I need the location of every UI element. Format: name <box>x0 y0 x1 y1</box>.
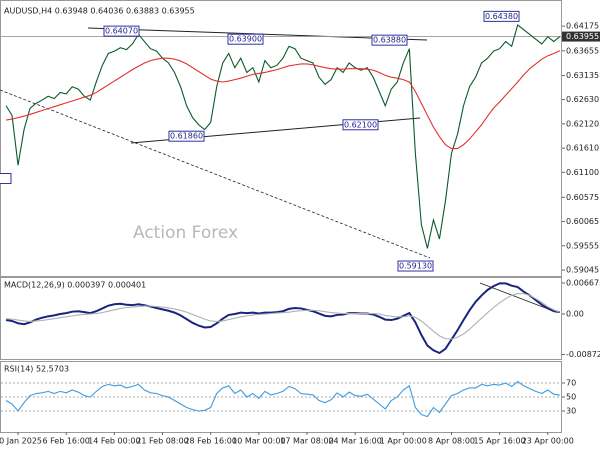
annotation-label: 0.61860 <box>170 132 203 141</box>
x-tick-label: 17 Mar 08:00 <box>280 437 333 446</box>
y-tick-label: 70 <box>566 379 576 388</box>
y-tick-label: 0.64175 <box>566 22 599 31</box>
y-tick-label: 0.61100 <box>566 168 599 177</box>
annotation-label: 0.64380 <box>485 12 518 21</box>
panel-title: MACD(12,26,9) 0.000397 0.000401 <box>4 281 146 290</box>
series-line <box>5 293 561 340</box>
annotation-label: 0.63900 <box>229 35 262 44</box>
x-tick-label: 10 Mar 00:00 <box>232 437 285 446</box>
x-tick-label: 1 Apr 00:00 <box>380 437 427 446</box>
y-tick-label: 0.006675 <box>566 278 600 287</box>
y-tick-label: 30 <box>566 407 576 416</box>
panel-title: AUDUSD,H4 0.63948 0.64036 0.63883 0.6395… <box>4 7 195 16</box>
x-tick-label: 15 Apr 16:00 <box>474 437 526 446</box>
y-tick-label: 0.59555 <box>566 241 599 250</box>
annotation-box <box>342 119 379 131</box>
annotation-label: 0.63880 <box>373 36 406 45</box>
annotation-box <box>168 130 205 142</box>
x-tick-label: 14 Feb 00:00 <box>88 437 140 446</box>
annotation-label: 0.62100 <box>344 120 377 129</box>
panel-title: RSI(14) 52.5703 <box>4 365 69 374</box>
series-line <box>5 282 560 355</box>
annotation-box <box>227 33 264 45</box>
x-tick-label: 21 Feb 08:00 <box>136 437 188 446</box>
macd-panel <box>0 277 562 360</box>
series-line <box>5 50 561 150</box>
y-tick-label: 0.60065 <box>566 217 599 226</box>
x-tick-label: 6 Feb 16:00 <box>42 437 89 446</box>
x-tick-label: 24 Mar 16:00 <box>328 437 381 446</box>
last-price-label: 0.63955 <box>566 32 599 41</box>
y-tick-label: 0.61610 <box>566 144 599 153</box>
annotation-box <box>0 173 12 185</box>
y-tick-label: 0.63655 <box>566 46 599 55</box>
y-tick-label: 0.62630 <box>566 95 599 104</box>
y-tick-label: 50 <box>566 393 576 402</box>
x-tick-label: 23 Apr 00:00 <box>522 437 574 446</box>
watermark: Action Forex <box>133 223 238 243</box>
annotation-label: 0.64070 <box>105 27 138 36</box>
annotation-box <box>371 34 408 46</box>
x-tick-label: 8 Apr 08:00 <box>428 437 475 446</box>
price-panel <box>0 0 562 277</box>
annotation-box <box>397 260 434 272</box>
y-tick-label: 0.60575 <box>566 193 599 202</box>
x-tick-label: 28 Feb 16:00 <box>184 437 236 446</box>
y-tick-label: 0.59045 <box>566 266 599 275</box>
annotation-box <box>103 25 140 37</box>
series-line <box>5 380 560 418</box>
plot-layer: AUDUSD,H4 0.63948 0.64036 0.63883 0.6395… <box>0 7 600 446</box>
annotation-box <box>483 10 520 22</box>
y-tick-label: 0.63135 <box>566 71 599 80</box>
series-line <box>5 23 561 249</box>
y-tick-label: 0.00 <box>566 310 584 319</box>
trend-line <box>0 89 431 259</box>
annotation-label: 0.59130 <box>399 262 432 271</box>
x-tick-label: 30 Jan 2025 <box>0 437 42 446</box>
y-tick-label: 0.62120 <box>566 119 599 128</box>
last-price-box <box>562 31 600 42</box>
y-tick-label: -0.008724 <box>566 350 600 359</box>
